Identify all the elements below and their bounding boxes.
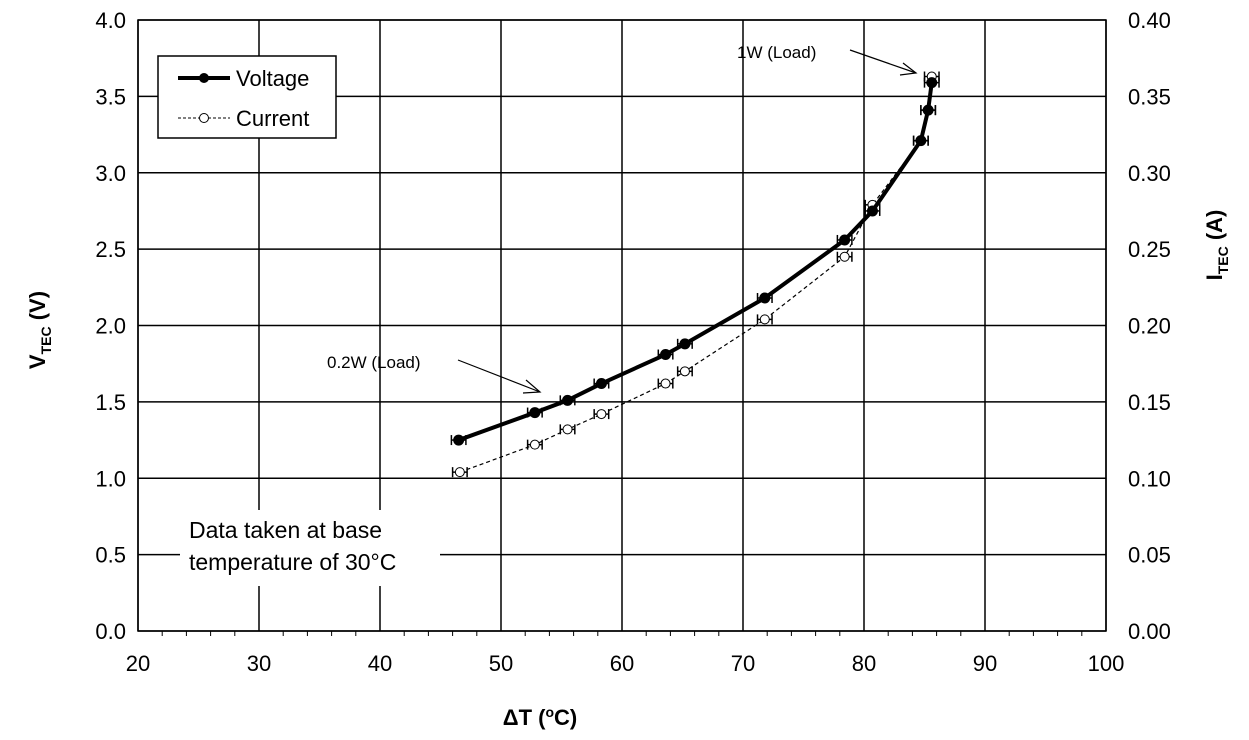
voltage-point xyxy=(839,234,851,246)
x-tick-label: 60 xyxy=(610,651,634,676)
svg-text:Data taken at base: Data taken at base xyxy=(189,517,382,543)
legend-voltage-marker xyxy=(199,73,209,83)
voltage-point xyxy=(562,394,574,406)
annotation-1w: 1W (Load) xyxy=(737,43,918,76)
y-right-tick-label: 0.30 xyxy=(1128,161,1171,186)
current-point xyxy=(454,467,465,478)
voltage-point xyxy=(529,407,541,419)
current-point xyxy=(596,409,607,420)
current-point xyxy=(759,314,770,325)
legend: Voltage Current xyxy=(157,55,337,139)
voltage-point xyxy=(922,104,934,116)
legend-voltage-label: Voltage xyxy=(236,66,309,91)
x-tick-label: 40 xyxy=(368,651,392,676)
y-left-tick-label: 3.5 xyxy=(95,84,126,109)
legend-current-label: Current xyxy=(236,106,309,131)
y-left-axis-label: VTEC (V) xyxy=(25,291,54,369)
x-tick-label: 70 xyxy=(731,651,755,676)
voltage-point xyxy=(915,135,927,147)
legend-current-marker xyxy=(199,113,209,123)
x-axis-label: ΔT (oC) xyxy=(503,704,577,730)
x-tick-label: 80 xyxy=(852,651,876,676)
x-tick-label: 100 xyxy=(1088,651,1125,676)
y-left-tick-label: 2.5 xyxy=(95,237,126,262)
x-tick-label: 50 xyxy=(489,651,513,676)
voltage-point xyxy=(595,378,607,390)
y-left-tick-label: 3.0 xyxy=(95,161,126,186)
note-box: Data taken at base temperature of 30°C xyxy=(180,510,440,586)
voltage-point xyxy=(660,349,672,361)
voltage-point xyxy=(926,77,938,89)
current-point xyxy=(839,251,850,262)
y-right-tick-label: 0.25 xyxy=(1128,237,1171,262)
current-point xyxy=(562,424,573,435)
y-left-tick-label: 4.0 xyxy=(95,8,126,33)
y-left-tick-label: 1.0 xyxy=(95,466,126,491)
x-tick-label: 90 xyxy=(973,651,997,676)
voltage-point xyxy=(679,338,691,350)
current-point xyxy=(679,366,690,377)
y-left-tick-label: 2.0 xyxy=(95,314,126,339)
y-right-tick-label: 0.15 xyxy=(1128,390,1171,415)
y-right-tick-label: 0.40 xyxy=(1128,8,1171,33)
voltage-point xyxy=(453,434,465,446)
x-tick-label: 30 xyxy=(247,651,271,676)
series-layer xyxy=(450,71,940,478)
y-right-tick-label: 0.00 xyxy=(1128,619,1171,644)
x-tick-label: 20 xyxy=(126,651,150,676)
y-left-tick-label: 1.5 xyxy=(95,390,126,415)
y-right-tick-label: 0.35 xyxy=(1128,84,1171,109)
y-right-tick-label: 0.10 xyxy=(1128,466,1171,491)
y-right-tick-label: 0.05 xyxy=(1128,543,1171,568)
plot-area-border xyxy=(137,19,1107,632)
y-right-axis-label: ITEC (A) xyxy=(1202,210,1231,281)
annotation-0-2w: 0.2W (Load) xyxy=(327,353,542,394)
svg-text:1W (Load): 1W (Load) xyxy=(737,43,816,62)
current-point xyxy=(660,378,671,389)
y-left-tick-label: 0.0 xyxy=(95,619,126,644)
voltage-line xyxy=(457,82,934,442)
y-left-tick-label: 0.5 xyxy=(95,543,126,568)
current-point xyxy=(529,439,540,450)
tick-labels: 20 30 40 50 60 70 80 90 100 0.0 0.5 1.0 1.5 2.0 2.5 3.0… xyxy=(95,8,1170,676)
svg-text:temperature of 30°C: temperature of 30°C xyxy=(189,549,396,575)
voltage-point xyxy=(759,292,771,304)
y-right-tick-label: 0.20 xyxy=(1128,314,1171,339)
voltage-point xyxy=(866,205,878,217)
svg-text:0.2W (Load): 0.2W (Load) xyxy=(327,353,421,372)
